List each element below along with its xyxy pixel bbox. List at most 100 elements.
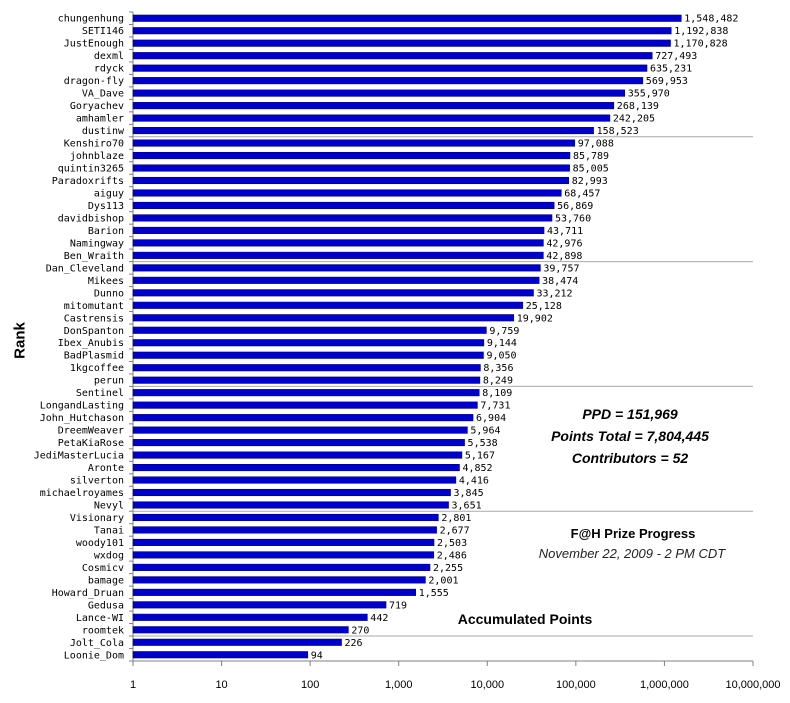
bar bbox=[132, 551, 435, 559]
category-label: Dys113 bbox=[88, 201, 124, 212]
bar bbox=[132, 176, 569, 185]
value-label: 270 bbox=[351, 625, 369, 636]
bar bbox=[132, 601, 387, 609]
bar bbox=[132, 14, 682, 22]
category-label: woody101 bbox=[76, 538, 124, 549]
bar bbox=[132, 501, 449, 509]
category-label: Namingway bbox=[70, 238, 124, 249]
value-label: 635,231 bbox=[650, 64, 692, 75]
category-label: quintin3265 bbox=[58, 164, 124, 175]
category-label: Cosmicv bbox=[82, 563, 124, 574]
category-label: Kenshiro70 bbox=[64, 139, 124, 150]
bar bbox=[132, 351, 484, 359]
value-label: 3,845 bbox=[454, 488, 484, 499]
category-label: Aronte bbox=[88, 463, 124, 474]
category-label: Tanai bbox=[94, 525, 124, 536]
value-label: 43,711 bbox=[547, 226, 583, 237]
value-label: 42,976 bbox=[546, 238, 582, 249]
bar bbox=[132, 463, 460, 472]
category-label: JediMasterLucia bbox=[34, 451, 124, 462]
value-label: 5,964 bbox=[470, 426, 500, 437]
bar bbox=[132, 39, 671, 47]
category-label: Howard_Druan bbox=[52, 588, 124, 599]
bar bbox=[132, 439, 465, 447]
category-label: Loonie_Dom bbox=[64, 650, 124, 661]
value-label: 2,486 bbox=[437, 550, 467, 561]
bar bbox=[132, 264, 541, 272]
category-label: wxdog bbox=[94, 550, 124, 561]
value-label: 268,139 bbox=[617, 101, 659, 112]
bar bbox=[132, 251, 544, 259]
category-label: Goryachev bbox=[70, 101, 124, 112]
value-label: 1,555 bbox=[419, 588, 449, 599]
value-label: 6,904 bbox=[476, 413, 506, 424]
category-label: johnblaze bbox=[70, 151, 124, 162]
category-label: rdyck bbox=[94, 64, 124, 75]
bar bbox=[132, 538, 435, 546]
value-label: 19,902 bbox=[517, 313, 553, 324]
bar bbox=[132, 276, 540, 284]
value-label: 85,789 bbox=[573, 151, 609, 162]
value-label: 5,538 bbox=[468, 438, 498, 449]
category-label: Dan_Cleveland bbox=[46, 263, 124, 274]
category-label: Gedusa bbox=[88, 600, 124, 611]
value-label: 2,801 bbox=[441, 513, 471, 524]
category-label: Ben_Wraith bbox=[64, 251, 124, 262]
value-label: 56,869 bbox=[557, 201, 593, 212]
x-tick-label: 100 bbox=[301, 679, 319, 691]
value-label: 355,970 bbox=[628, 89, 670, 100]
bar bbox=[132, 364, 481, 372]
category-label: dragon-fly bbox=[64, 76, 124, 87]
category-label: roomtek bbox=[82, 625, 124, 636]
bar bbox=[132, 339, 485, 347]
bar bbox=[132, 426, 468, 434]
bar bbox=[132, 488, 451, 497]
bar bbox=[132, 289, 534, 297]
category-label: Paradoxrifts bbox=[52, 176, 124, 187]
bar bbox=[132, 476, 457, 484]
value-label: 39,757 bbox=[543, 263, 579, 274]
category-label: Nevyl bbox=[94, 500, 124, 511]
x-tick-label: 10,000,000 bbox=[725, 679, 780, 691]
value-label: 38,474 bbox=[542, 276, 578, 287]
bar bbox=[132, 77, 644, 85]
value-label: 9,144 bbox=[487, 338, 517, 349]
chart-subtitle: November 22, 2009 - 2 PM CDT bbox=[538, 546, 726, 561]
category-label: davidbishop bbox=[58, 213, 124, 224]
value-label: 82,993 bbox=[572, 176, 608, 187]
value-label: 4,416 bbox=[459, 476, 489, 487]
category-label: LongandLasting bbox=[40, 401, 124, 412]
bar bbox=[132, 89, 626, 97]
bar bbox=[132, 563, 431, 571]
bar bbox=[132, 27, 672, 35]
value-label: 1,192,838 bbox=[674, 26, 728, 37]
bar bbox=[132, 638, 342, 646]
value-label: 3,651 bbox=[452, 500, 482, 511]
category-label: John_Hutchason bbox=[40, 413, 124, 424]
category-label: amhamler bbox=[76, 114, 124, 125]
bar bbox=[132, 114, 611, 122]
bar bbox=[132, 151, 571, 160]
category-label: bamage bbox=[88, 575, 124, 586]
value-label: 1,548,482 bbox=[684, 14, 738, 25]
bar bbox=[132, 401, 478, 409]
category-label: BadPlasmid bbox=[64, 351, 124, 362]
bar bbox=[132, 52, 653, 60]
value-label: 9,759 bbox=[489, 326, 519, 337]
category-label: Ibex_Anubis bbox=[58, 338, 124, 349]
value-label: 158,523 bbox=[597, 126, 639, 137]
value-label: 5,167 bbox=[465, 451, 495, 462]
chart-title: F@H Prize Progress bbox=[570, 526, 696, 541]
value-label: 85,005 bbox=[573, 164, 609, 175]
value-label: 97,088 bbox=[578, 139, 614, 150]
category-label: chungenhung bbox=[58, 14, 124, 25]
value-label: 569,953 bbox=[646, 76, 688, 87]
category-label: dustinw bbox=[82, 126, 125, 137]
bar bbox=[132, 651, 309, 659]
x-tick-label: 100,000 bbox=[556, 679, 596, 691]
category-label: PetaKiaRose bbox=[58, 438, 124, 449]
category-label: silverton bbox=[70, 476, 124, 487]
bar bbox=[132, 239, 544, 247]
category-label: aiguy bbox=[94, 188, 124, 199]
bar bbox=[132, 301, 524, 309]
